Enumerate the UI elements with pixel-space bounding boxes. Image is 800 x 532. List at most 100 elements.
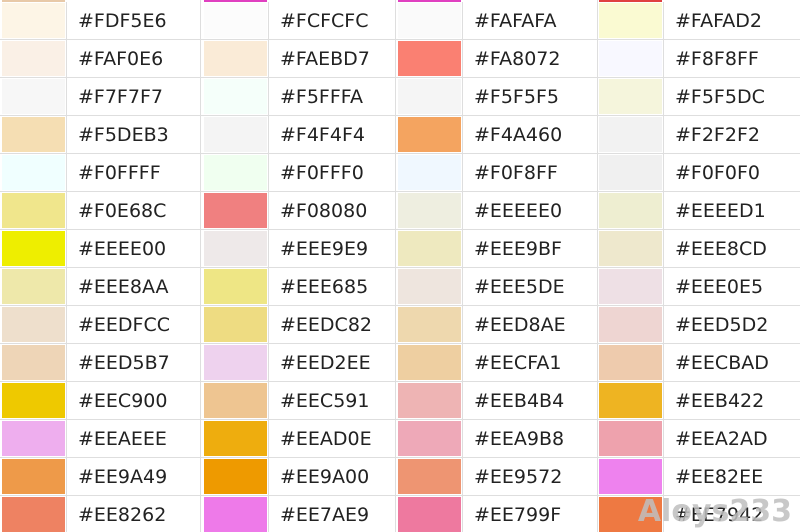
color-hex-code: #F5FFFA: [268, 78, 400, 115]
color-swatch: [2, 193, 65, 228]
color-hex-code: #EEA2AD: [663, 420, 795, 457]
color-swatch: [204, 345, 267, 380]
color-entry: #FA8072: [396, 40, 594, 78]
color-hex-code: #EECFA1: [462, 344, 594, 381]
color-entry: #EED8AE: [396, 306, 594, 344]
color-swatch: [599, 383, 662, 418]
color-entry: #F0E68C: [0, 192, 198, 230]
color-swatch: [2, 155, 65, 190]
top-edge-strip: [398, 0, 461, 2]
color-entry: #F5FFFA: [202, 78, 400, 116]
color-hex-code: #EEEED1: [663, 192, 795, 229]
color-entry: #EEE0E5: [597, 268, 795, 306]
color-swatch: [599, 345, 662, 380]
color-entry: #FCFCFC: [202, 2, 400, 40]
color-swatch: [599, 459, 662, 494]
color-entry: #FAEBD7: [202, 40, 400, 78]
table-row: #EEC900 #EEC591 #EEB4B4 #EEB422: [0, 382, 800, 420]
color-swatch: [2, 383, 65, 418]
color-hex-code: #F0F0F0: [663, 154, 795, 191]
table-row: #EEDFCC #EEDC82 #EED8AE #EED5D2: [0, 306, 800, 344]
color-hex-code: #EED2EE: [268, 344, 400, 381]
color-hex-code: #FAEBD7: [268, 40, 400, 77]
table-row: #EED5B7 #EED2EE #EECFA1 #EECBAD: [0, 344, 800, 382]
color-hex-code: #EED8AE: [462, 306, 594, 343]
color-hex-code: #F0FFF0: [268, 154, 400, 191]
column-divider: [597, 0, 598, 532]
color-entry: #EEEEE0: [396, 192, 594, 230]
top-edge-strip: [2, 0, 65, 2]
color-swatch: [599, 155, 662, 190]
color-entry: #EECBAD: [597, 344, 795, 382]
color-hex-code: #EEAEEE: [66, 420, 198, 457]
table-row: #EEE8AA #EEE685 #EEE5DE #EEE0E5: [0, 268, 800, 306]
color-swatch: [204, 421, 267, 456]
column-divider: [395, 0, 396, 532]
color-entry: #EECFA1: [396, 344, 594, 382]
color-swatch: [2, 269, 65, 304]
color-hex-code: #FA8072: [462, 40, 594, 77]
color-swatch: [599, 41, 662, 76]
color-entry: #F4F4F4: [202, 116, 400, 154]
color-entry: #EEDFCC: [0, 306, 198, 344]
color-entry: #F0F8FF: [396, 154, 594, 192]
color-entry: #EEA9B8: [396, 420, 594, 458]
color-hex-code: #EEE9E9: [268, 230, 400, 267]
color-entry: #FDF5E6: [0, 2, 198, 40]
color-hex-code: #EEB4B4: [462, 382, 594, 419]
table-row: #FAF0E6 #FAEBD7 #FA8072 #F8F8FF: [0, 40, 800, 78]
color-swatch: [204, 383, 267, 418]
color-hex-code: #F5F5F5: [462, 78, 594, 115]
color-entry: #FAFAD2: [597, 2, 795, 40]
table-row: #EE8262 #EE7AE9 #EE799F #EE7942: [0, 496, 800, 532]
color-hex-code: #F4A460: [462, 116, 594, 153]
top-edge-strip: [599, 0, 662, 2]
color-entry: #F0FFFF: [0, 154, 198, 192]
color-hex-code: #EEE5DE: [462, 268, 594, 305]
color-swatch: [398, 421, 461, 456]
color-entry: #F2F2F2: [597, 116, 795, 154]
color-swatch: [204, 41, 267, 76]
color-hex-code: #EEC900: [66, 382, 198, 419]
table-row: #EEEE00 #EEE9E9 #EEE9BF #EEE8CD: [0, 230, 800, 268]
color-swatch: [2, 421, 65, 456]
color-swatch: [599, 193, 662, 228]
color-swatch: [2, 41, 65, 76]
color-swatch: [2, 307, 65, 342]
color-entry: #EEC591: [202, 382, 400, 420]
table-row: #EE9A49 #EE9A00 #EE9572 #EE82EE: [0, 458, 800, 496]
color-hex-code: #FAFAFA: [462, 2, 594, 39]
color-entry: #EED5D2: [597, 306, 795, 344]
color-entry: #EEE685: [202, 268, 400, 306]
color-hex-code: #EEE8CD: [663, 230, 795, 267]
color-swatch: [2, 79, 65, 114]
color-entry: #F5DEB3: [0, 116, 198, 154]
table-row: #F7F7F7 #F5FFFA #F5F5F5 #F5F5DC: [0, 78, 800, 116]
color-swatch: [398, 117, 461, 152]
table-row: #EEAEEE #EEAD0E #EEA9B8 #EEA2AD: [0, 420, 800, 458]
color-swatch: [398, 193, 461, 228]
table-row: #FDF5E6 #FCFCFC #FAFAFA #FAFAD2: [0, 2, 800, 40]
color-swatch: [2, 497, 65, 532]
color-hex-code: #F0E68C: [66, 192, 198, 229]
color-swatch: [2, 3, 65, 38]
color-entry: #EED2EE: [202, 344, 400, 382]
color-entry: #EE9572: [396, 458, 594, 496]
color-hex-code: #F7F7F7: [66, 78, 198, 115]
color-swatch: [2, 459, 65, 494]
color-swatch: [398, 41, 461, 76]
color-hex-code: #EEE0E5: [663, 268, 795, 305]
color-hex-code: #EEDFCC: [66, 306, 198, 343]
color-entry: #F5F5F5: [396, 78, 594, 116]
color-hex-code: #F0FFFF: [66, 154, 198, 191]
color-hex-code: #FDF5E6: [66, 2, 198, 39]
color-entry: #EEAD0E: [202, 420, 400, 458]
table-row: #F5DEB3 #F4F4F4 #F4A460 #F2F2F2: [0, 116, 800, 154]
color-swatch: [599, 79, 662, 114]
table-row: #F0FFFF #F0FFF0 #F0F8FF #F0F0F0: [0, 154, 800, 192]
color-swatch: [398, 459, 461, 494]
color-swatch: [398, 3, 461, 38]
color-hex-code: #F0F8FF: [462, 154, 594, 191]
color-swatch: [204, 117, 267, 152]
